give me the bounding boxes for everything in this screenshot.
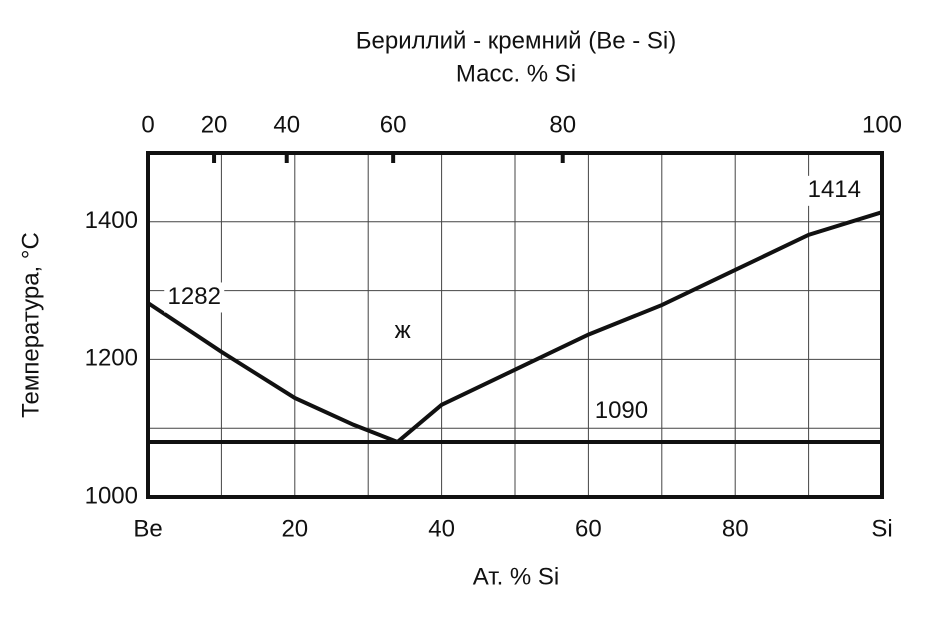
annotation: 1414	[808, 176, 861, 203]
top-axis-label: Масс. % Si	[456, 60, 576, 87]
annotation-bg	[804, 175, 865, 206]
top-tick-label: 60	[380, 111, 407, 138]
top-tick-label: 100	[862, 111, 902, 138]
y-tick-label: 1000	[85, 482, 138, 509]
x-tick-label: 80	[722, 515, 749, 542]
annotation-bg	[372, 316, 433, 347]
annotation: 1090	[595, 397, 648, 424]
top-tick-label: 40	[273, 111, 300, 138]
plot-frame	[146, 151, 884, 499]
chart-title: Бериллий - кремний (Be - Si)	[356, 27, 676, 54]
annotation: ж	[395, 317, 411, 344]
annotation: 1282	[168, 283, 221, 310]
x-tick-label: Be	[133, 515, 162, 542]
y-axis-label: Температура, °C	[17, 232, 44, 418]
phase-line	[396, 210, 883, 444]
top-tick-label: 0	[141, 111, 154, 138]
y-tick-label: 1200	[85, 345, 138, 372]
annotation-bg	[164, 282, 225, 313]
top-tick-label: 20	[201, 111, 228, 138]
x-tick-label: 20	[281, 515, 308, 542]
x-tick-label: Si	[871, 515, 892, 542]
phase-line	[146, 301, 399, 444]
annotation-bg	[591, 396, 652, 427]
x-axis-label: Ат. % Si	[473, 563, 560, 590]
x-tick-label: 40	[428, 515, 455, 542]
y-tick-label: 1400	[85, 207, 138, 234]
top-tick-label: 80	[549, 111, 576, 138]
x-tick-label: 60	[575, 515, 602, 542]
